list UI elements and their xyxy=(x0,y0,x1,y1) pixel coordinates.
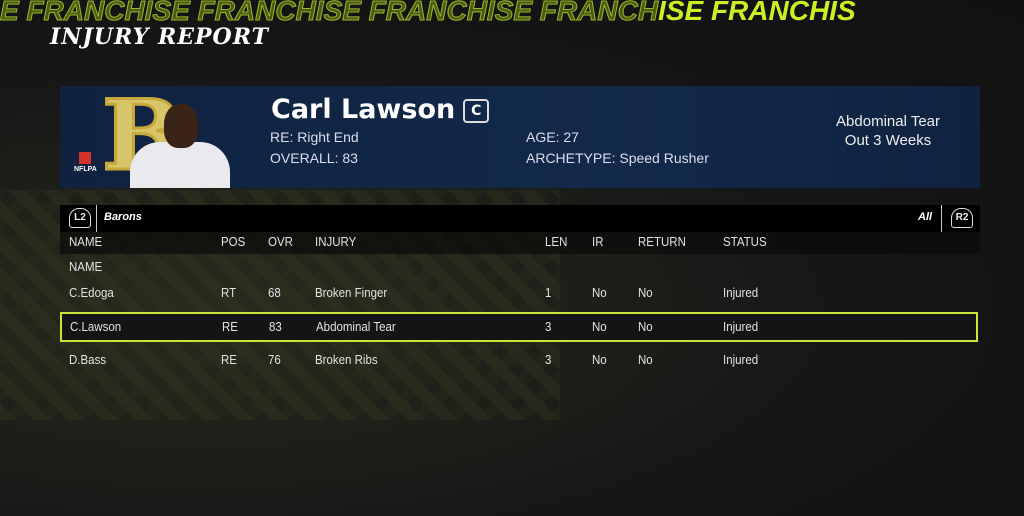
cell-pos: RE xyxy=(222,320,238,334)
player-age: AGE: 27 xyxy=(526,129,579,145)
cell-injury: Broken Finger xyxy=(315,286,388,300)
cell-name: C.Lawson xyxy=(70,320,122,334)
page-title: INJURY REPORT xyxy=(50,24,269,50)
player-position: RE: Right End xyxy=(270,129,359,145)
player-banner: B NFLPA Carl Lawson C RE: Right End OVERA… xyxy=(60,84,980,188)
player-overall: OVERALL: 83 xyxy=(270,150,358,166)
divider xyxy=(941,205,942,232)
divider xyxy=(96,205,97,232)
cell-ir: No xyxy=(592,353,607,367)
column-header-ovr[interactable]: OVR xyxy=(268,235,293,249)
column-header-name[interactable]: NAME xyxy=(69,235,103,249)
column-header-ir[interactable]: IR xyxy=(592,235,604,249)
cell-injury: Abdominal Tear xyxy=(316,320,396,334)
cell-name: D.Bass xyxy=(69,353,107,367)
ticker-text: FRANCH xyxy=(539,0,659,26)
cell-ir: No xyxy=(592,320,607,334)
cell-return: No xyxy=(638,353,653,367)
cell-name: C.Edoga xyxy=(69,286,114,300)
table-row[interactable] xyxy=(60,345,978,375)
cell-ovr: 83 xyxy=(269,320,282,334)
team-name[interactable]: Barons xyxy=(104,211,142,223)
cell-return: No xyxy=(638,286,653,300)
injury-summary: Abdominal Tear Out 3 Weeks xyxy=(836,112,940,150)
franchise-ticker: E FRANCHISE FRANCHISE FRANCHISE FRANCHIS… xyxy=(0,0,1024,26)
filter-label[interactable]: All xyxy=(918,211,933,223)
cell-return: No xyxy=(638,320,653,334)
cell-status: Injured xyxy=(723,320,759,334)
team-bar: L2 Barons All R2 xyxy=(60,205,980,232)
injury-duration: Out 3 Weeks xyxy=(844,132,932,149)
column-header-injury[interactable]: INJURY xyxy=(315,235,357,249)
cell-status: Injured xyxy=(723,286,759,300)
cell-len: 3 xyxy=(545,320,552,334)
cell-len: 1 xyxy=(545,286,552,300)
player-name-text: Carl Lawson xyxy=(271,94,456,125)
cell-len: 3 xyxy=(545,353,552,367)
column-header-return[interactable]: RETURN xyxy=(638,235,686,249)
r2-button[interactable]: R2 xyxy=(951,208,973,228)
column-header-len[interactable]: LEN xyxy=(545,235,568,249)
ticker-text: FRANCHISE xyxy=(368,0,540,26)
cell-ovr: 68 xyxy=(268,286,281,300)
cell-pos: RT xyxy=(221,286,237,300)
player-photo xyxy=(130,104,230,188)
player-archetype: ARCHETYPE: Speed Rusher xyxy=(526,150,709,166)
cell-ir: No xyxy=(592,286,607,300)
injury-name: Abdominal Tear xyxy=(836,113,940,130)
column-header-status[interactable]: STATUS xyxy=(723,235,767,249)
captain-icon: C xyxy=(463,98,490,123)
cell-status: Injured xyxy=(723,353,759,367)
table-row[interactable] xyxy=(60,312,978,342)
ticker-text: E FRANCHISE xyxy=(0,0,198,26)
nflpa-logo: NFLPA xyxy=(74,152,97,173)
player-name: Carl Lawson C xyxy=(271,94,490,125)
ticker-text: ISE FRANCHIS xyxy=(658,0,856,26)
table-row[interactable] xyxy=(60,278,978,308)
cell-ovr: 76 xyxy=(268,353,281,367)
cell-injury: Broken Ribs xyxy=(315,353,378,367)
l2-button[interactable]: L2 xyxy=(69,208,91,228)
sort-label: NAME xyxy=(69,260,103,274)
cell-pos: RE xyxy=(221,353,237,367)
table-header xyxy=(60,232,980,254)
column-header-pos[interactable]: POS xyxy=(221,235,246,249)
ticker-text: FRANCHISE xyxy=(197,0,369,26)
